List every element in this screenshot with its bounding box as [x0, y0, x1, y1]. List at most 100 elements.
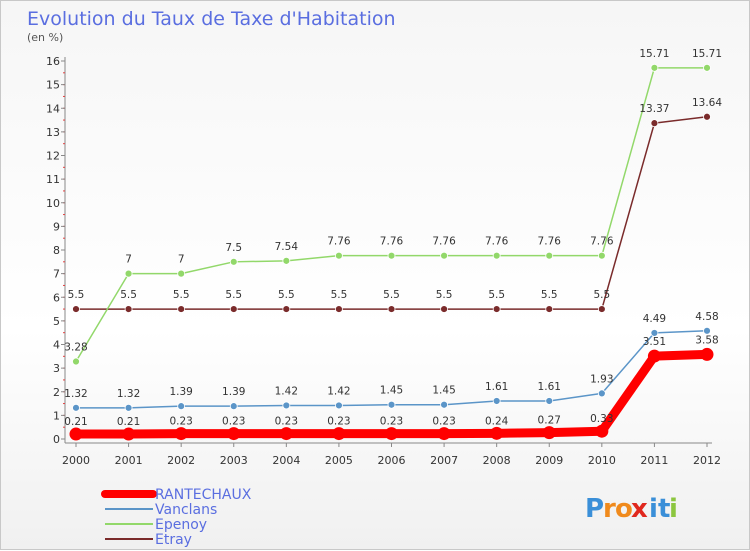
data-point-vanclans	[124, 403, 133, 412]
data-point-etray	[650, 119, 659, 128]
data-point-vanclans	[650, 329, 659, 337]
y-tick-label: 9	[53, 220, 60, 233]
data-label-etray: 5.5	[225, 289, 242, 301]
x-tick-label: 2007	[430, 454, 458, 467]
data-label-epenoy: 7.76	[380, 236, 404, 248]
data-label-rantechaux: 0.21	[64, 416, 87, 428]
data-label-etray: 5.5	[120, 289, 137, 301]
data-label-rantechaux: 0.23	[380, 416, 403, 428]
data-label-vanclans: 1.61	[538, 381, 561, 393]
data-label-etray: 5.5	[383, 289, 400, 301]
legend-label-rantechaux: RANTECHAUX	[155, 487, 252, 503]
x-tick-label: 2000	[62, 454, 90, 467]
data-label-epenoy: 7	[178, 254, 185, 266]
logo-letter: o	[615, 494, 633, 524]
data-label-etray: 13.37	[639, 103, 669, 115]
y-tick-label: 7	[53, 268, 60, 281]
data-point-etray	[282, 305, 291, 313]
data-point-rantechaux	[647, 349, 661, 363]
data-point-rantechaux	[122, 427, 136, 441]
logo-letter: x	[631, 494, 648, 524]
data-label-rantechaux: 0.23	[275, 416, 298, 428]
data-point-rantechaux	[595, 424, 609, 438]
data-point-rantechaux	[332, 427, 346, 441]
data-label-rantechaux: 0.21	[117, 416, 140, 428]
data-label-vanclans: 1.45	[432, 385, 455, 397]
data-point-epenoy	[282, 256, 291, 265]
y-tick-label: 15	[46, 79, 60, 92]
data-label-epenoy: 7.54	[275, 241, 299, 253]
x-tick-label: 2010	[588, 454, 616, 467]
data-point-epenoy	[545, 251, 554, 260]
data-point-vanclans	[703, 326, 711, 335]
logo-letter: r	[603, 494, 616, 524]
y-tick-label: 8	[53, 244, 60, 257]
data-point-rantechaux	[437, 427, 451, 441]
data-point-etray	[703, 112, 711, 121]
y-tick-label: 6	[53, 291, 60, 304]
data-label-etray: 5.5	[68, 289, 85, 301]
data-point-etray	[229, 305, 238, 313]
data-point-etray	[124, 305, 133, 313]
data-label-etray: 5.5	[488, 289, 505, 301]
data-label-etray: 5.5	[436, 289, 453, 301]
data-label-epenoy: 7	[125, 254, 132, 266]
data-point-vanclans	[440, 400, 448, 409]
data-point-vanclans	[282, 401, 291, 410]
data-label-rantechaux: 0.27	[538, 415, 561, 427]
data-point-rantechaux	[174, 427, 188, 441]
series-layer	[69, 63, 714, 441]
data-label-etray: 5.5	[278, 289, 295, 301]
data-label-epenoy: 15.71	[639, 48, 669, 60]
data-point-vanclans	[545, 397, 554, 405]
data-label-rantechaux: 3.58	[695, 334, 718, 346]
data-point-vanclans	[229, 402, 238, 411]
data-label-epenoy: 7.76	[538, 236, 562, 248]
x-tick-label: 2006	[378, 454, 406, 467]
data-point-rantechaux	[542, 426, 556, 440]
data-point-etray	[177, 305, 186, 313]
series-line-epenoy	[75, 67, 708, 363]
data-point-epenoy	[650, 63, 659, 72]
data-point-vanclans	[387, 400, 396, 409]
data-point-etray	[492, 305, 501, 313]
data-labels-layer: 0.21 0.21 0.23 0.23 0.23 0.23 0.23 0.23 0.24 0.27…	[64, 48, 722, 428]
data-point-rantechaux	[279, 427, 293, 441]
data-point-etray	[387, 305, 396, 313]
logo-letter: i	[669, 494, 678, 524]
y-tick-label: 5	[53, 315, 60, 328]
data-label-vanclans: 1.32	[117, 388, 140, 400]
data-label-vanclans: 1.42	[275, 385, 298, 397]
data-label-vanclans: 1.45	[380, 385, 403, 397]
data-label-vanclans: 1.32	[64, 388, 87, 400]
data-label-vanclans: 1.39	[222, 386, 245, 398]
data-label-rantechaux: 0.23	[169, 416, 192, 428]
y-tick-label: 16	[46, 55, 60, 68]
proxiti-logo: Pr ox i ti	[585, 494, 678, 524]
data-point-epenoy	[124, 269, 133, 278]
x-tick-label: 2005	[325, 454, 353, 467]
x-tick-label: 2003	[220, 454, 248, 467]
data-point-rantechaux	[69, 427, 83, 441]
data-label-etray: 13.64	[692, 97, 722, 109]
data-label-epenoy: 7.76	[485, 236, 509, 248]
data-point-rantechaux	[490, 426, 504, 440]
y-tick-label: 0	[53, 433, 60, 446]
data-point-epenoy	[387, 251, 396, 260]
data-point-epenoy	[492, 251, 501, 260]
data-label-etray: 5.5	[331, 289, 348, 301]
x-tick-label: 2011	[640, 454, 668, 467]
data-label-rantechaux: 0.23	[432, 416, 455, 428]
y-tick-label: 13	[46, 126, 60, 139]
data-point-epenoy	[229, 257, 238, 266]
chart-title: Evolution du Taux de Taxe d'Habitation	[27, 8, 396, 30]
data-point-etray	[440, 305, 448, 313]
data-label-epenoy: 15.71	[692, 48, 722, 60]
data-point-rantechaux	[227, 427, 241, 441]
series-line-etray	[75, 116, 708, 310]
legend-label-vanclans: Vanclans	[155, 502, 217, 518]
data-point-vanclans	[72, 403, 80, 412]
